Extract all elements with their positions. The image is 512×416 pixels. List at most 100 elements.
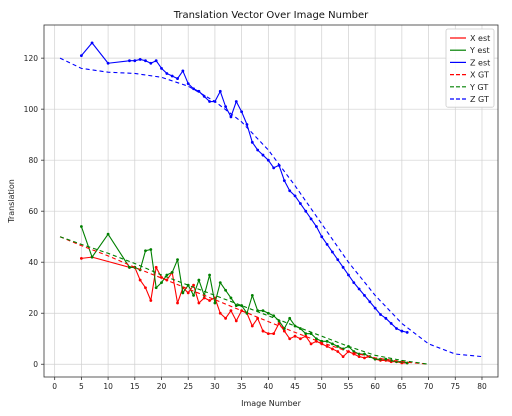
data-point-x-est — [218, 311, 222, 315]
data-point-y-est — [160, 281, 163, 285]
data-point-z-est — [192, 87, 195, 91]
data-point-y-est — [149, 248, 153, 251]
data-point-z-est — [325, 242, 329, 246]
axis-ticks: 0 5 10 15 20 25 30 35 40 45 50 55 60 65 70 75 80 0 20 40 60 8… — [24, 54, 487, 391]
data-point-y-est — [192, 293, 195, 297]
data-point-z-est — [250, 140, 254, 144]
legend-box — [445, 28, 495, 108]
y-tick-label: 40 — [28, 258, 38, 267]
data-point-y-est — [261, 309, 265, 313]
series-line-x-gt — [59, 236, 429, 365]
series-lines — [59, 41, 483, 365]
x-tick-label: 80 — [477, 382, 487, 391]
data-point-z-est — [341, 265, 345, 269]
y-tick-label: 120 — [24, 54, 39, 63]
legend-label-z-gt: Z GT — [470, 95, 489, 104]
data-point-z-est — [224, 105, 228, 109]
data-point-y-est — [154, 286, 158, 290]
data-point-x-est — [197, 301, 201, 305]
x-tick-label: 30 — [210, 382, 220, 391]
x-tick-label: 75 — [450, 382, 460, 391]
data-point-x-est — [202, 296, 206, 300]
series-x-gt — [59, 236, 429, 365]
data-point-x-est — [160, 276, 163, 279]
data-point-z-est — [138, 58, 142, 61]
data-point-z-est — [357, 287, 361, 291]
data-point-y-est — [315, 337, 318, 341]
data-point-y-est — [208, 273, 211, 277]
data-point-x-est — [266, 332, 270, 336]
data-point-y-est — [245, 311, 249, 315]
data-point-x-est — [256, 316, 260, 320]
data-point-x-est — [176, 301, 179, 305]
data-point-z-est — [245, 123, 249, 126]
data-point-z-est — [197, 89, 201, 93]
data-point-z-est — [309, 217, 313, 221]
data-point-x-est — [234, 319, 238, 323]
data-point-x-est — [192, 283, 195, 287]
data-point-z-est — [176, 77, 179, 80]
data-point-y-est — [288, 316, 292, 320]
data-point-y-est — [384, 357, 388, 361]
data-point-z-est — [363, 293, 366, 297]
data-point-z-est — [373, 306, 377, 310]
data-point-z-est — [202, 95, 206, 98]
data-point-z-est — [144, 59, 147, 63]
x-tick-label: 35 — [237, 382, 247, 391]
data-point-z-est — [282, 179, 286, 182]
data-point-y-est — [218, 281, 222, 285]
y-tick-label: 80 — [28, 156, 38, 165]
y-axis-title: Translation — [7, 179, 16, 224]
data-point-y-est — [144, 249, 147, 253]
data-point-x-est — [331, 347, 334, 351]
data-point-y-est — [176, 258, 179, 262]
data-point-y-est — [336, 344, 340, 348]
x-tick-label: 45 — [290, 382, 300, 391]
x-tick-label: 60 — [370, 382, 380, 391]
chart-title: Translation Vector Over Image Number — [173, 10, 369, 21]
legend-label-x-est: X est — [470, 34, 490, 43]
data-point-x-est — [288, 337, 292, 341]
legend-label-y-gt: Y GT — [469, 83, 488, 92]
x-axis-title: Image Number — [241, 399, 301, 408]
data-point-y-est — [325, 339, 329, 343]
data-point-z-est — [106, 61, 110, 65]
data-point-z-est — [266, 158, 270, 162]
x-tick-label: 40 — [264, 382, 274, 391]
data-point-y-est — [213, 301, 217, 305]
data-point-x-est — [261, 329, 265, 333]
data-point-y-est — [250, 293, 254, 297]
data-point-x-est — [363, 356, 366, 360]
data-point-y-est — [197, 278, 201, 282]
data-point-z-est — [170, 74, 174, 78]
data-point-y-est — [224, 288, 228, 292]
data-point-y-est — [298, 327, 302, 330]
x-tick-label: 5 — [79, 382, 84, 391]
data-point-z-est — [133, 59, 137, 63]
data-point-z-est — [272, 166, 276, 170]
data-point-y-est — [229, 296, 233, 300]
data-point-x-est — [341, 355, 345, 358]
data-point-z-est — [379, 313, 382, 316]
data-point-x-est — [357, 355, 361, 358]
data-point-x-est — [186, 291, 190, 295]
data-point-z-est — [352, 281, 356, 285]
data-point-z-est — [234, 100, 238, 103]
data-point-z-est — [128, 59, 131, 63]
data-point-y-est — [165, 273, 169, 277]
data-point-y-est — [181, 291, 185, 295]
data-point-z-est — [320, 235, 324, 239]
data-point-x-est — [293, 334, 297, 338]
data-point-z-est — [293, 194, 297, 198]
y-tick-label: 0 — [33, 360, 38, 369]
data-point-y-est — [170, 271, 174, 274]
series-z-est — [79, 41, 409, 334]
data-point-z-est — [368, 300, 372, 304]
data-point-z-est — [79, 54, 83, 58]
data-point-x-est — [224, 316, 228, 320]
data-point-z-est — [298, 202, 302, 205]
data-point-z-est — [304, 209, 308, 213]
data-point-z-est — [331, 250, 334, 254]
